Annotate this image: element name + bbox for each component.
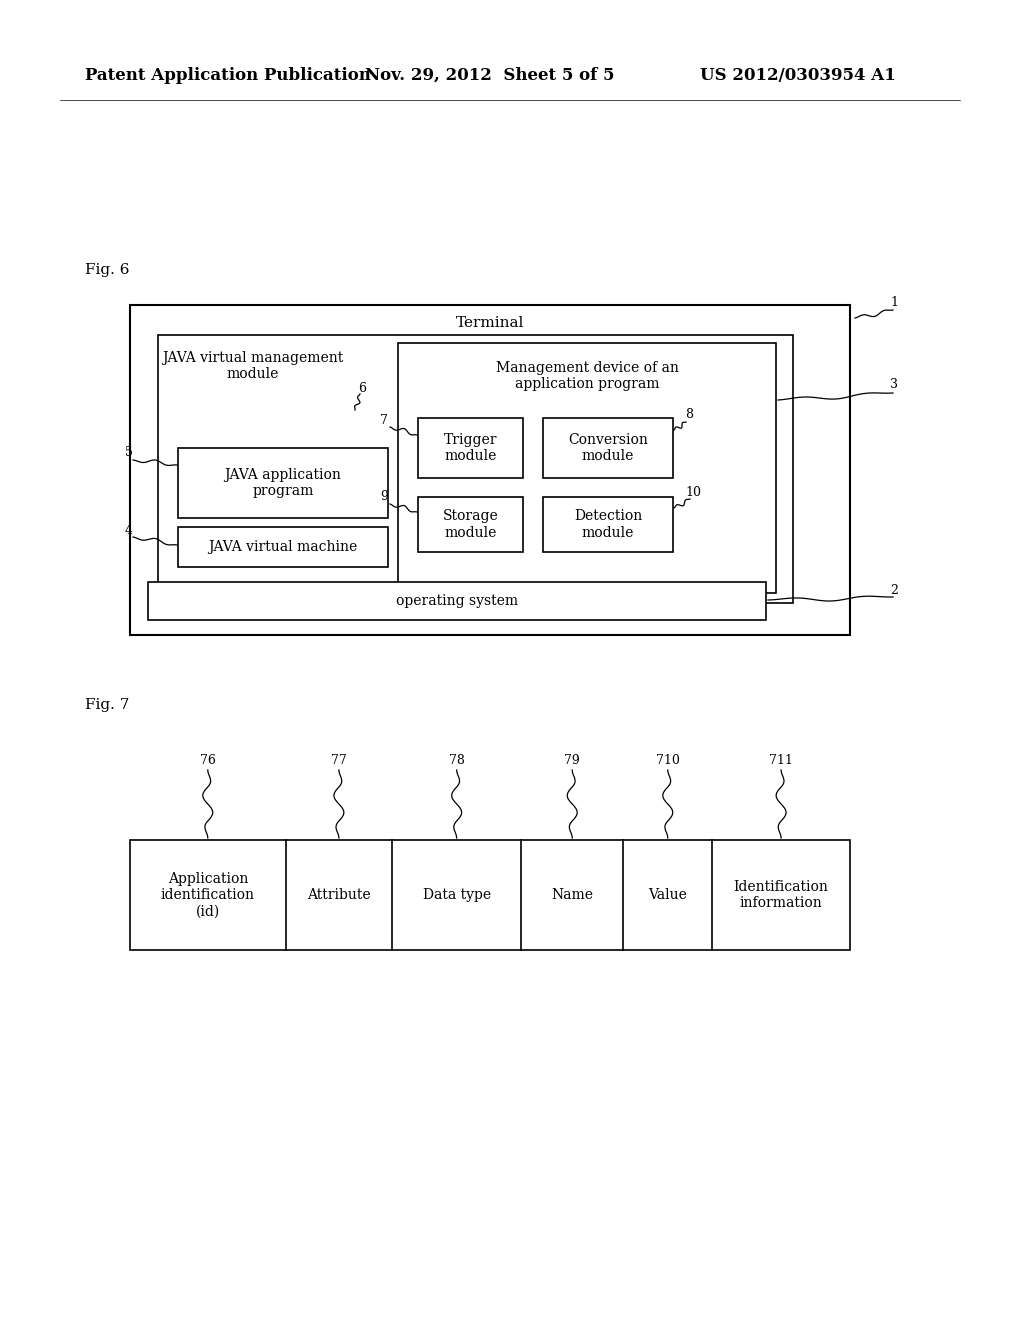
Text: 8: 8: [685, 408, 693, 421]
Text: 78: 78: [449, 754, 465, 767]
Text: Nov. 29, 2012  Sheet 5 of 5: Nov. 29, 2012 Sheet 5 of 5: [365, 66, 614, 83]
Bar: [418, 498, 523, 552]
Text: 9: 9: [380, 491, 388, 503]
Bar: [158, 335, 793, 603]
Text: 77: 77: [331, 754, 347, 767]
Text: JAVA virtual machine: JAVA virtual machine: [208, 540, 357, 554]
Bar: [178, 527, 388, 568]
Text: JAVA application
program: JAVA application program: [224, 467, 341, 498]
Bar: [178, 447, 388, 517]
Text: 3: 3: [890, 379, 898, 392]
Text: Conversion
module: Conversion module: [568, 433, 648, 463]
Text: Storage
module: Storage module: [442, 510, 499, 540]
Text: Detection
module: Detection module: [573, 510, 642, 540]
Text: Management device of an
application program: Management device of an application prog…: [496, 360, 679, 391]
Bar: [130, 305, 850, 635]
Text: 76: 76: [200, 754, 216, 767]
Text: JAVA virtual management
module: JAVA virtual management module: [163, 351, 344, 381]
Text: 710: 710: [655, 754, 680, 767]
Text: 4: 4: [125, 524, 133, 536]
Text: US 2012/0303954 A1: US 2012/0303954 A1: [700, 66, 896, 83]
Text: Data type: Data type: [423, 888, 490, 902]
Bar: [148, 582, 766, 620]
Text: 1: 1: [890, 296, 898, 309]
Text: 2: 2: [890, 583, 898, 597]
Bar: [398, 343, 776, 593]
Bar: [130, 840, 850, 950]
Text: Fig. 6: Fig. 6: [85, 263, 129, 277]
Text: 6: 6: [358, 381, 366, 395]
Bar: [418, 418, 523, 478]
Text: 5: 5: [125, 446, 133, 459]
Text: Name: Name: [551, 888, 593, 902]
Text: Application
identification
(id): Application identification (id): [161, 871, 255, 919]
Text: 711: 711: [769, 754, 793, 767]
Text: Identification
information: Identification information: [733, 880, 828, 909]
Bar: [543, 418, 673, 478]
Text: operating system: operating system: [396, 594, 518, 609]
Text: Attribute: Attribute: [307, 888, 371, 902]
Bar: [543, 498, 673, 552]
Text: Terminal: Terminal: [456, 315, 524, 330]
Text: 7: 7: [380, 413, 388, 426]
Text: 10: 10: [685, 486, 701, 499]
Text: Fig. 7: Fig. 7: [85, 698, 129, 711]
Text: Value: Value: [648, 888, 687, 902]
Text: Trigger
module: Trigger module: [443, 433, 498, 463]
Text: Patent Application Publication: Patent Application Publication: [85, 66, 371, 83]
Text: 79: 79: [564, 754, 581, 767]
